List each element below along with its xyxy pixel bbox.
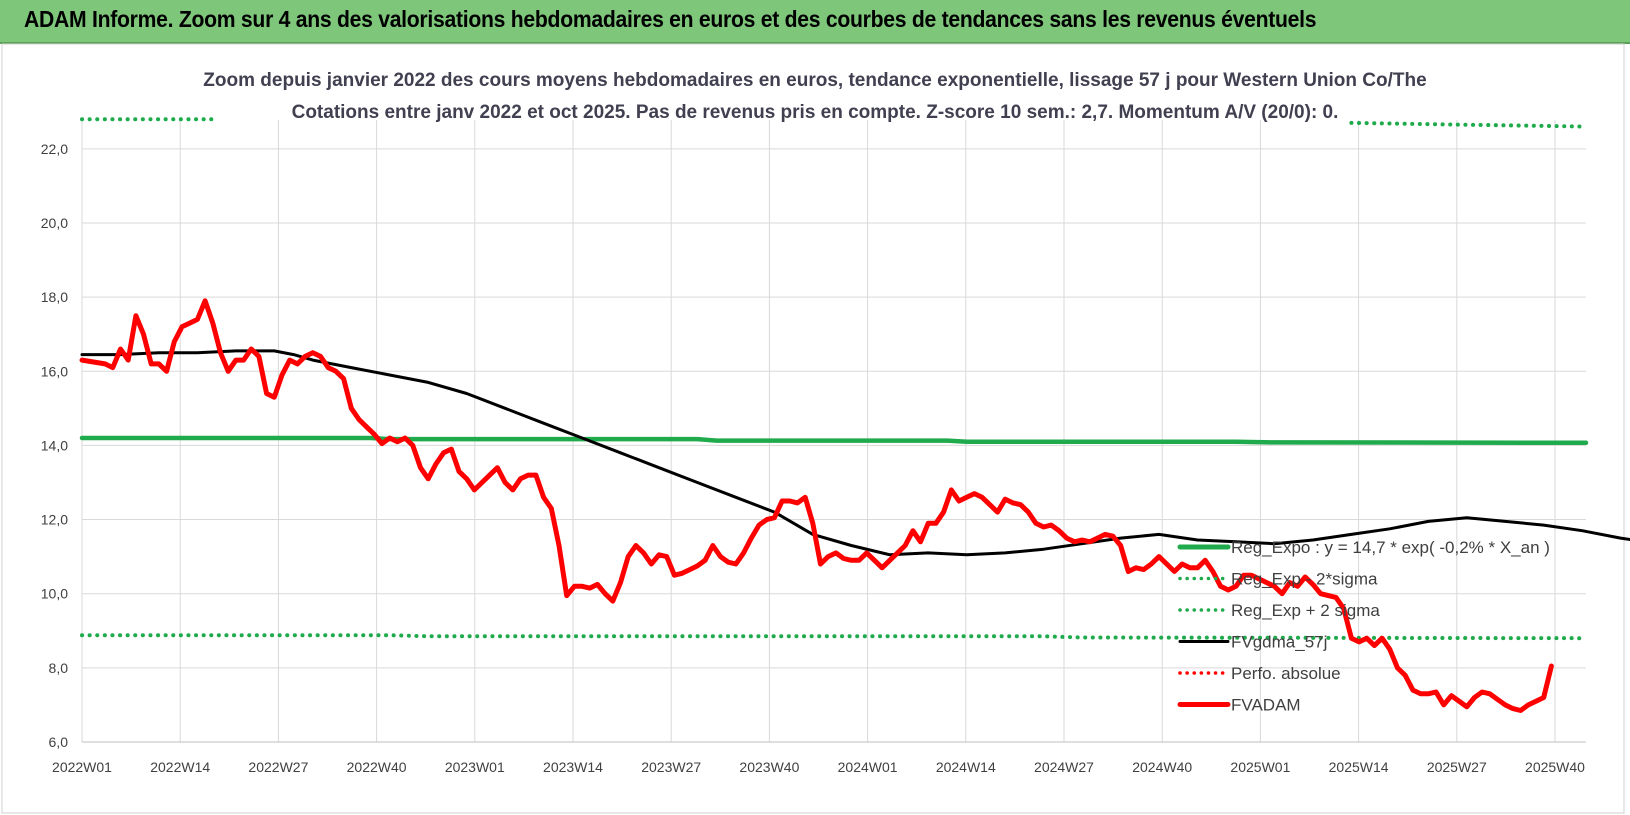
x-tick-label: 2023W27 xyxy=(641,759,701,775)
x-tick-label: 2023W01 xyxy=(445,759,505,775)
legend-label: Reg_Exp - 2*sigma xyxy=(1231,570,1378,589)
x-tick-label: 2025W14 xyxy=(1329,759,1389,775)
y-tick-label: 20,0 xyxy=(41,215,68,231)
series-line xyxy=(1349,120,1588,129)
x-tick-label: 2023W40 xyxy=(739,759,799,775)
chart-title-line-1: Zoom depuis janvier 2022 des cours moyen… xyxy=(203,70,1426,91)
legend: Reg_Expo : y = 14,7 * exp( -0,2% * X_an … xyxy=(1177,538,1550,715)
y-tick-label: 16,0 xyxy=(41,363,68,379)
chart-title-line-2: Cotations entre janv 2022 et oct 2025. P… xyxy=(292,102,1339,123)
y-tick-label: 14,0 xyxy=(41,437,68,453)
y-tick-label: 18,0 xyxy=(41,289,68,305)
legend-label: FVADAM xyxy=(1231,696,1301,715)
x-tick-label: 2024W14 xyxy=(936,759,996,775)
legend-label: Reg_Exp + 2 sigma xyxy=(1231,601,1380,620)
series xyxy=(79,117,1630,713)
x-tick-label: 2025W27 xyxy=(1427,759,1487,775)
x-tick-label: 2024W27 xyxy=(1034,759,1094,775)
grid xyxy=(81,120,1586,743)
x-tick-label: 2024W01 xyxy=(838,759,898,775)
x-tick-label: 2025W01 xyxy=(1230,759,1290,775)
x-tick-label: 2022W14 xyxy=(150,759,210,775)
legend-label: Reg_Expo : y = 14,7 * exp( -0,2% * X_an … xyxy=(1231,538,1550,557)
banner-title: ADAM Informe. Zoom sur 4 ans des valoris… xyxy=(24,6,1317,32)
series-line xyxy=(80,633,1588,641)
chart-border xyxy=(1,43,1625,814)
x-tick-label: 2025W40 xyxy=(1525,759,1585,775)
legend-label: FVgdma_57j xyxy=(1231,633,1327,652)
legend-label: Perfo. absolue xyxy=(1231,664,1341,683)
y-tick-label: 8,0 xyxy=(49,660,69,676)
series-line xyxy=(79,435,1589,446)
series-line xyxy=(79,298,1554,713)
x-tick-label: 2023W14 xyxy=(543,759,603,775)
y-tick-label: 10,0 xyxy=(41,586,68,602)
x-tick-label: 2024W40 xyxy=(1132,759,1192,775)
x-tick-label: 2022W40 xyxy=(347,759,407,775)
x-tick-label: 2022W27 xyxy=(248,759,308,775)
y-tick-label: 6,0 xyxy=(49,734,69,750)
y-tick-label: 22,0 xyxy=(41,141,68,157)
top-banner: ADAM Informe. Zoom sur 4 ans des valoris… xyxy=(0,0,1630,44)
x-tick-label: 2022W01 xyxy=(52,759,112,775)
y-tick-label: 12,0 xyxy=(41,512,68,528)
series-line xyxy=(80,349,1630,557)
axes: 2022W01 2022W14 2022W27 2022W40 2023W01 2023W… xyxy=(41,141,1586,775)
